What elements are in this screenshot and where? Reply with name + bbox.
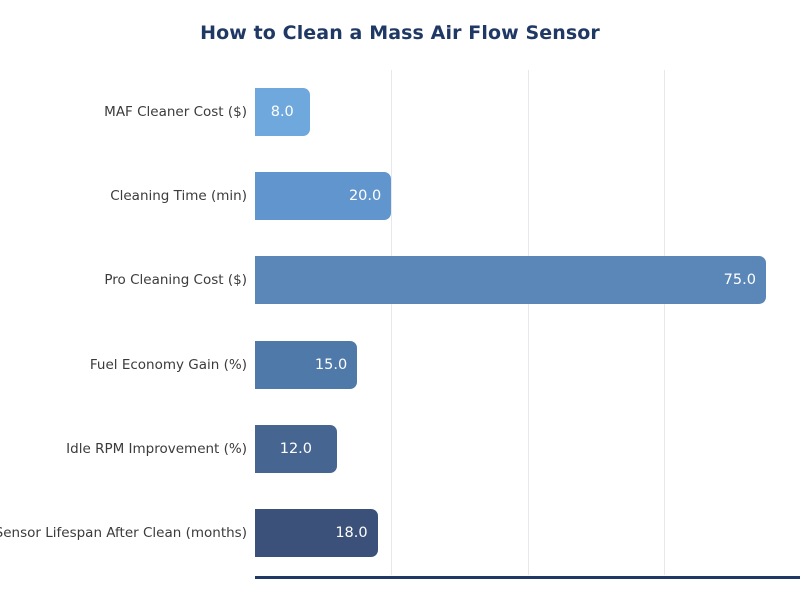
bar-row: 18.0	[255, 508, 800, 557]
x-axis-rule	[255, 576, 800, 579]
bar-value-label: 12.0	[279, 440, 313, 457]
category-label: Cleaning Time (min)	[110, 188, 247, 205]
gridline-60	[663, 70, 665, 575]
gridline-20	[391, 70, 393, 575]
bar-value-label: 15.0	[314, 356, 348, 373]
category-label: MAF Cleaner Cost ($)	[104, 104, 247, 121]
bar[interactable]: 20.0	[255, 172, 392, 221]
bar[interactable]: 12.0	[255, 424, 337, 473]
category-label: Idle RPM Improvement (%)	[66, 440, 247, 457]
bar[interactable]: 18.0	[255, 508, 378, 557]
bar-value-label: 20.0	[348, 188, 382, 205]
gridline-40	[527, 70, 529, 575]
bar[interactable]: 15.0	[255, 340, 358, 389]
bar-row: 8.0	[255, 88, 800, 137]
bar-row: 15.0	[255, 340, 800, 389]
bar[interactable]: 75.0	[255, 256, 766, 305]
bar-value-label: 8.0	[270, 104, 294, 121]
chart-title: How to Clean a Mass Air Flow Sensor	[200, 22, 600, 44]
bar-value-label: 75.0	[723, 272, 756, 289]
bar-row: 20.0	[255, 172, 800, 221]
category-label: Sensor Lifespan After Clean (months)	[0, 524, 247, 541]
category-label: Pro Cleaning Cost ($)	[104, 272, 247, 289]
bar-row: 75.0	[255, 256, 800, 305]
plot-area: 8.0 20.0 75.0 15.0 12.0 18.0	[255, 70, 800, 575]
bar-value-label: 18.0	[335, 524, 368, 541]
category-label: Fuel Economy Gain (%)	[89, 356, 247, 373]
bar-row: 12.0	[255, 424, 800, 473]
bar[interactable]: 8.0	[255, 88, 310, 137]
